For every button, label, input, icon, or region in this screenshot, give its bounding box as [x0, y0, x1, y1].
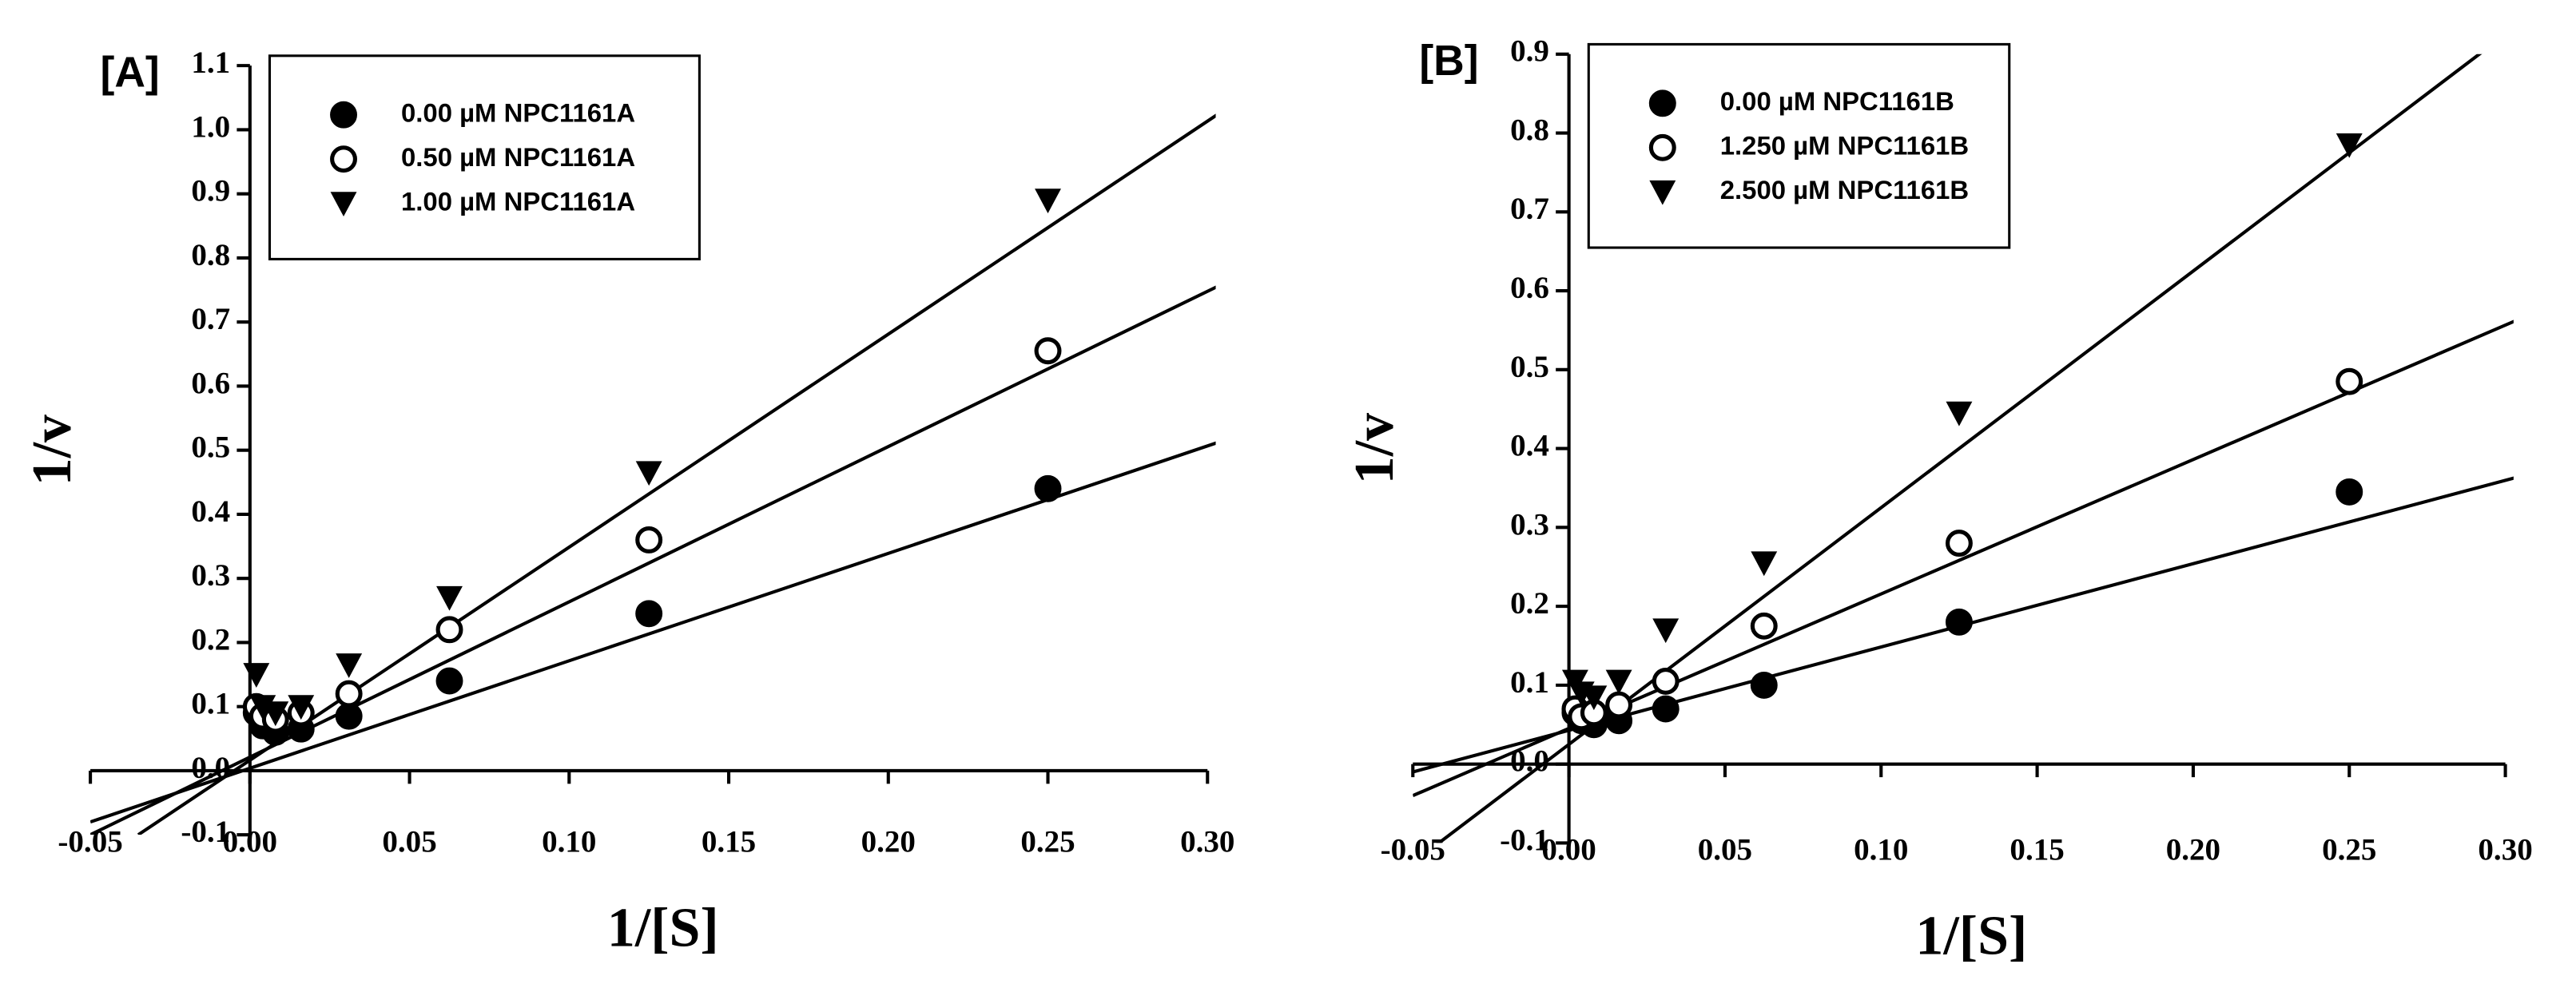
y-tick-label: 0.2 — [191, 622, 230, 657]
x-tick-label: 0.30 — [1180, 824, 1234, 859]
point — [243, 663, 270, 688]
y-tick-label: 0.1 — [191, 687, 230, 721]
point — [1605, 691, 1633, 719]
y-tick-label: 0.6 — [191, 366, 230, 400]
point — [1750, 671, 1778, 699]
legend-marker — [330, 145, 357, 173]
legend-marker — [1648, 89, 1676, 117]
x-axis-label: 1/[S] — [1915, 906, 2027, 967]
point — [436, 585, 463, 611]
chart: -0.10.00.10.20.30.40.50.60.70.80.9-0.05 0… — [1344, 34, 2533, 967]
point — [635, 526, 663, 554]
point — [1605, 669, 1632, 695]
y-tick-label: 0.4 — [191, 494, 230, 529]
y-tick-label: 0.4 — [1510, 429, 1549, 463]
legend-label: 0.50 µM NPC1161A — [401, 142, 635, 172]
y-axis-label: 1/v — [1344, 413, 1405, 484]
x-tick-label: 0.15 — [2010, 833, 2064, 867]
y-tick-label: 0.7 — [191, 302, 230, 336]
y-tick-label: 0.3 — [1510, 507, 1549, 542]
point — [2335, 367, 2363, 395]
x-axis-label: 1/[S] — [607, 897, 719, 958]
point — [435, 616, 463, 644]
point — [288, 695, 315, 720]
y-tick-label: 0.8 — [1510, 113, 1549, 147]
x-tick-label: 0.25 — [1020, 824, 1075, 859]
point — [1750, 612, 1778, 640]
y-tick-label: 0.5 — [191, 430, 230, 465]
legend-label: 1.250 µM NPC1161B — [1720, 131, 1969, 161]
point — [1580, 685, 1608, 711]
x-tick-label: 0.10 — [1854, 833, 1908, 867]
y-tick-label: -0.1 — [181, 815, 230, 849]
point — [1751, 551, 1778, 577]
legend-marker — [330, 192, 357, 217]
point — [335, 702, 363, 730]
y-tick-label: 0.9 — [1510, 34, 1549, 69]
point — [2335, 133, 2363, 158]
y-tick-label: 0.1 — [1510, 665, 1549, 700]
y-tick-label: 1.1 — [191, 46, 230, 80]
y-tick-label: 0.7 — [1510, 192, 1549, 226]
point — [335, 680, 363, 708]
point — [1945, 608, 1973, 636]
legend-label: 1.00 µM NPC1161A — [401, 186, 635, 216]
y-tick-label: 0.5 — [1510, 350, 1549, 384]
x-tick-label: 0.30 — [2478, 833, 2532, 867]
y-tick-label: 1.0 — [191, 109, 230, 144]
fit-line — [137, 113, 1216, 835]
point — [635, 461, 662, 486]
x-tick-label: 0.15 — [702, 824, 756, 859]
y-tick-label: 0.3 — [191, 558, 230, 593]
point — [1946, 401, 1973, 427]
x-tick-label: 0.20 — [2166, 833, 2220, 867]
x-tick-label: -0.05 — [58, 824, 122, 859]
x-tick-label: -0.05 — [1381, 833, 1445, 867]
y-tick-label: 0.2 — [1510, 586, 1549, 621]
point — [1652, 618, 1680, 644]
point — [1945, 530, 1973, 557]
chart: -0.10.00.10.20.30.40.50.60.70.80.91.01.1… — [22, 46, 1234, 958]
point — [635, 600, 663, 628]
x-tick-label: 0.05 — [382, 824, 436, 859]
panel-label: [B] — [1419, 38, 1478, 85]
panel-label: [A] — [101, 50, 160, 97]
x-tick-label: 0.05 — [1698, 833, 1752, 867]
y-tick-label: 0.8 — [191, 238, 230, 272]
point — [336, 653, 363, 678]
y-tick-label: 0.9 — [191, 174, 230, 208]
y-axis-label: 1/v — [22, 415, 83, 486]
point — [1034, 474, 1062, 502]
legend-label: 0.00 µM NPC1161B — [1720, 86, 1954, 116]
legend-marker — [1648, 133, 1676, 161]
point — [249, 695, 276, 720]
point — [435, 667, 463, 695]
point — [1035, 188, 1061, 214]
x-tick-label: 0.00 — [223, 824, 277, 859]
y-tick-label: 0.6 — [1510, 271, 1549, 305]
fit-line — [90, 441, 1216, 824]
legend-marker — [1649, 180, 1676, 205]
point — [1652, 695, 1680, 723]
point — [2335, 478, 2363, 506]
y-tick-label: -0.1 — [1500, 823, 1549, 857]
point — [1652, 668, 1680, 695]
point — [1034, 337, 1062, 365]
x-tick-label: 0.10 — [542, 824, 596, 859]
legend-marker — [330, 101, 357, 129]
legend-label: 0.00 µM NPC1161A — [401, 97, 635, 127]
legend-label: 2.500 µM NPC1161B — [1720, 175, 1969, 204]
point — [262, 701, 289, 727]
x-tick-label: 0.25 — [2322, 833, 2376, 867]
x-tick-label: 0.00 — [1541, 833, 1596, 867]
x-tick-label: 0.20 — [861, 824, 916, 859]
